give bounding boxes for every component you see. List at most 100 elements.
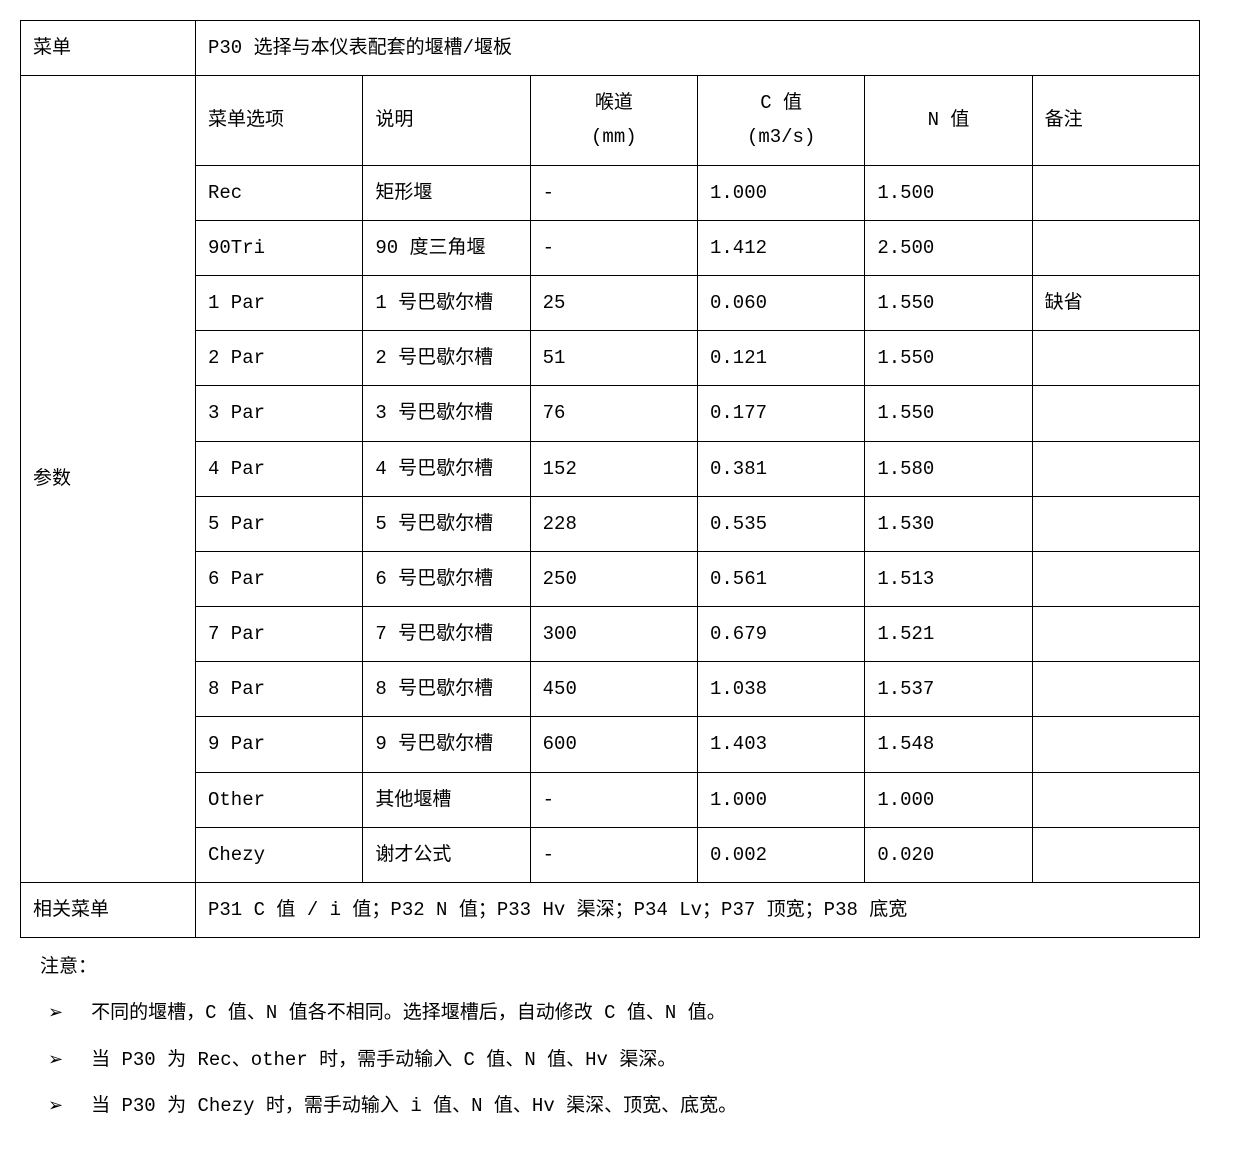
cell-throat: 600 <box>530 717 697 772</box>
table-row: 1 Par1 号巴歇尔槽250.0601.550缺省 <box>21 275 1200 330</box>
cell-opt: 90Tri <box>196 220 363 275</box>
cell-opt: Other <box>196 772 363 827</box>
cell-desc: 1 号巴歇尔槽 <box>363 275 530 330</box>
cell-throat: 300 <box>530 607 697 662</box>
cell-opt: Chezy <box>196 827 363 882</box>
column-headers-row: 参数 菜单选项 说明 喉道 (mm) C 值 (m3/s) N 值 备注 <box>21 76 1200 165</box>
cell-throat: 450 <box>530 662 697 717</box>
cell-throat: - <box>530 772 697 827</box>
cell-cval: 1.000 <box>697 772 864 827</box>
cell-opt: 9 Par <box>196 717 363 772</box>
cell-nval: 0.020 <box>865 827 1032 882</box>
cell-opt: Rec <box>196 165 363 220</box>
table-row: Rec矩形堰-1.0001.500 <box>21 165 1200 220</box>
throat-line2: (mm) <box>591 126 637 148</box>
cell-cval: 1.403 <box>697 717 864 772</box>
footer-row: 相关菜单 P31 C 值 / i 值；P32 N 值；P33 Hv 渠深；P34… <box>21 883 1200 938</box>
cell-opt: 5 Par <box>196 496 363 551</box>
cell-desc: 3 号巴歇尔槽 <box>363 386 530 441</box>
menu-label: 菜单 <box>21 21 196 76</box>
related-label: 相关菜单 <box>21 883 196 938</box>
bullet-icon: ➢ <box>48 1043 63 1075</box>
table-row: Chezy谢才公式-0.0020.020 <box>21 827 1200 882</box>
cell-throat: - <box>530 827 697 882</box>
cell-note <box>1032 551 1199 606</box>
cell-cval: 0.002 <box>697 827 864 882</box>
bullet-icon: ➢ <box>48 996 63 1028</box>
cell-cval: 1.412 <box>697 220 864 275</box>
col-cval: C 值 (m3/s) <box>697 76 864 165</box>
cell-nval: 1.521 <box>865 607 1032 662</box>
note-text: 当 P30 为 Chezy 时，需手动输入 i 值、N 值、Hv 渠深、顶宽、底… <box>91 1089 737 1123</box>
cell-cval: 0.561 <box>697 551 864 606</box>
cell-opt: 7 Par <box>196 607 363 662</box>
table-row: 4 Par4 号巴歇尔槽1520.3811.580 <box>21 441 1200 496</box>
cell-nval: 1.000 <box>865 772 1032 827</box>
col-nval: N 值 <box>865 76 1032 165</box>
cell-cval: 0.535 <box>697 496 864 551</box>
table-row: 9 Par9 号巴歇尔槽6001.4031.548 <box>21 717 1200 772</box>
table-row: 6 Par6 号巴歇尔槽2500.5611.513 <box>21 551 1200 606</box>
cell-note <box>1032 220 1199 275</box>
cell-opt: 1 Par <box>196 275 363 330</box>
table-row: 90Tri90 度三角堰-1.4122.500 <box>21 220 1200 275</box>
cell-throat: 228 <box>530 496 697 551</box>
cell-opt: 3 Par <box>196 386 363 441</box>
col-note: 备注 <box>1032 76 1199 165</box>
cell-nval: 2.500 <box>865 220 1032 275</box>
cell-desc: 7 号巴歇尔槽 <box>363 607 530 662</box>
cell-desc: 5 号巴歇尔槽 <box>363 496 530 551</box>
cell-cval: 0.381 <box>697 441 864 496</box>
table-row: 3 Par3 号巴歇尔槽760.1771.550 <box>21 386 1200 441</box>
note-text: 不同的堰槽，C 值、N 值各不相同。选择堰槽后，自动修改 C 值、N 值。 <box>91 996 726 1030</box>
cell-throat: 51 <box>530 331 697 386</box>
cell-desc: 6 号巴歇尔槽 <box>363 551 530 606</box>
side-label: 参数 <box>21 76 196 883</box>
cell-nval: 1.550 <box>865 331 1032 386</box>
cell-throat: 152 <box>530 441 697 496</box>
throat-line1: 喉道 <box>595 92 633 114</box>
cell-desc: 谢才公式 <box>363 827 530 882</box>
table-row: Other其他堰槽-1.0001.000 <box>21 772 1200 827</box>
cell-cval: 0.679 <box>697 607 864 662</box>
cell-nval: 1.550 <box>865 386 1032 441</box>
cell-throat: 76 <box>530 386 697 441</box>
cell-nval: 1.548 <box>865 717 1032 772</box>
parameter-table: 菜单 P30 选择与本仪表配套的堰槽/堰板 参数 菜单选项 说明 喉道 (mm)… <box>20 20 1200 938</box>
cell-nval: 1.530 <box>865 496 1032 551</box>
cell-note <box>1032 496 1199 551</box>
table-row: 5 Par5 号巴歇尔槽2280.5351.530 <box>21 496 1200 551</box>
cell-throat: - <box>530 165 697 220</box>
notes-title: 注意： <box>20 950 1200 984</box>
cval-line2: (m3/s) <box>747 126 815 148</box>
cell-opt: 2 Par <box>196 331 363 386</box>
note-item: ➢ 不同的堰槽，C 值、N 值各不相同。选择堰槽后，自动修改 C 值、N 值。 <box>48 996 1200 1030</box>
bullet-icon: ➢ <box>48 1089 63 1121</box>
col-desc: 说明 <box>363 76 530 165</box>
cell-cval: 1.000 <box>697 165 864 220</box>
cell-opt: 6 Par <box>196 551 363 606</box>
cell-throat: 25 <box>530 275 697 330</box>
cell-cval: 0.177 <box>697 386 864 441</box>
cell-desc: 2 号巴歇尔槽 <box>363 331 530 386</box>
note-item: ➢ 当 P30 为 Chezy 时，需手动输入 i 值、N 值、Hv 渠深、顶宽… <box>48 1089 1200 1123</box>
table-row: 8 Par8 号巴歇尔槽4501.0381.537 <box>21 662 1200 717</box>
note-item: ➢ 当 P30 为 Rec、other 时，需手动输入 C 值、N 值、Hv 渠… <box>48 1043 1200 1077</box>
cell-nval: 1.500 <box>865 165 1032 220</box>
cell-note <box>1032 827 1199 882</box>
col-throat: 喉道 (mm) <box>530 76 697 165</box>
cval-line1: C 值 <box>760 92 802 114</box>
cell-desc: 其他堰槽 <box>363 772 530 827</box>
cell-nval: 1.550 <box>865 275 1032 330</box>
cell-desc: 90 度三角堰 <box>363 220 530 275</box>
table-row: 7 Par7 号巴歇尔槽3000.6791.521 <box>21 607 1200 662</box>
cell-opt: 8 Par <box>196 662 363 717</box>
cell-nval: 1.580 <box>865 441 1032 496</box>
cell-note: 缺省 <box>1032 275 1199 330</box>
cell-nval: 1.537 <box>865 662 1032 717</box>
cell-throat: 250 <box>530 551 697 606</box>
cell-cval: 1.038 <box>697 662 864 717</box>
notes-section: 注意： ➢ 不同的堰槽，C 值、N 值各不相同。选择堰槽后，自动修改 C 值、N… <box>20 950 1200 1123</box>
menu-value: P30 选择与本仪表配套的堰槽/堰板 <box>196 21 1200 76</box>
cell-nval: 1.513 <box>865 551 1032 606</box>
